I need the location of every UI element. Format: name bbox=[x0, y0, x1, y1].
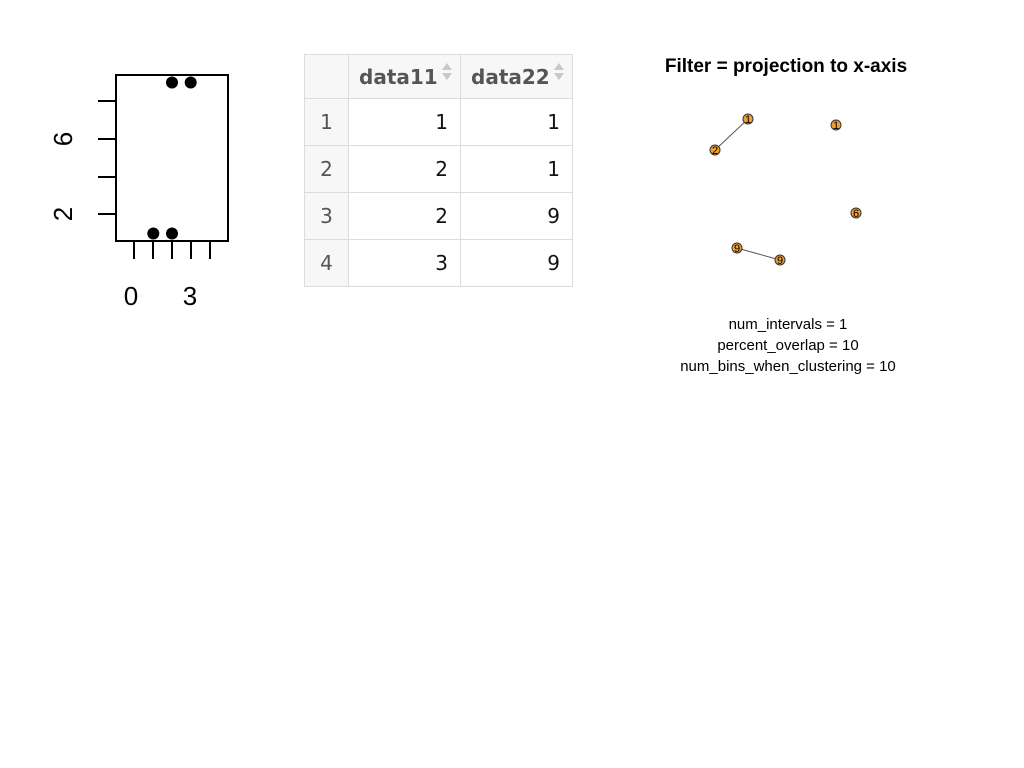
scatter-points bbox=[147, 76, 197, 240]
table-row: 1 1 1 bbox=[304, 98, 573, 146]
table-row: 2 2 1 bbox=[304, 145, 573, 193]
sort-arrows-icon[interactable] bbox=[554, 63, 564, 85]
param-percent-overlap: percent_overlap = 10 bbox=[717, 337, 859, 354]
cell-data22: 9 bbox=[460, 192, 573, 240]
row-index: 4 bbox=[304, 239, 349, 287]
graph-node-marker bbox=[830, 119, 842, 131]
graph-node-marker bbox=[709, 144, 721, 156]
y-tick-label: 2 bbox=[48, 207, 78, 221]
graph-node: 9 bbox=[731, 242, 743, 255]
mapper-graph: 1 2 1 6 9 9 Filter = projection to x-axis num… bbox=[640, 50, 940, 390]
graph-node: 1 bbox=[742, 113, 754, 126]
cell-data11: 2 bbox=[348, 192, 461, 240]
table-header-row: data11 data22 bbox=[304, 54, 573, 99]
graph-node-label: 1 bbox=[745, 114, 751, 126]
index-header bbox=[304, 54, 349, 99]
y-tick-label: 6 bbox=[48, 132, 78, 146]
graph-node-label: 2 bbox=[712, 145, 718, 157]
graph-edge bbox=[714, 118, 749, 151]
column-header-data11[interactable]: data11 bbox=[348, 54, 461, 99]
graph-node-marker bbox=[774, 254, 786, 266]
y-axis bbox=[98, 100, 116, 215]
param-num-intervals: num_intervals = 1 bbox=[728, 316, 848, 333]
scatter-point bbox=[166, 76, 178, 89]
sort-arrows-icon[interactable] bbox=[442, 63, 452, 85]
graph-node: 9 bbox=[774, 254, 786, 267]
graph-node-label: 9 bbox=[734, 243, 740, 255]
x-tick-label: 3 bbox=[183, 281, 197, 311]
mapper-graph-canvas: 1 2 1 6 9 9 bbox=[709, 113, 862, 267]
graph-node-marker bbox=[742, 113, 754, 125]
graph-node: 6 bbox=[850, 207, 862, 220]
table-row: 4 3 9 bbox=[304, 239, 573, 287]
cell-data11: 2 bbox=[348, 145, 461, 193]
row-index: 3 bbox=[304, 192, 349, 240]
graph-nodes: 1 2 1 6 9 9 bbox=[709, 113, 862, 267]
scatter-point bbox=[166, 227, 178, 240]
column-header-data22[interactable]: data22 bbox=[460, 54, 573, 99]
cell-data22: 9 bbox=[460, 239, 573, 287]
scatter-point bbox=[147, 227, 160, 240]
row-index: 1 bbox=[304, 98, 349, 146]
data-table: data11 data22 1 1 1 2 2 1 3 bbox=[304, 54, 573, 287]
graph-node-marker bbox=[731, 242, 743, 254]
column-header-label: data22 bbox=[471, 64, 550, 89]
graph-node-label: 9 bbox=[777, 255, 783, 267]
cell-data11: 1 bbox=[348, 98, 461, 146]
table-row: 3 2 9 bbox=[304, 192, 573, 240]
graph-node-label: 1 bbox=[833, 120, 839, 132]
row-index: 2 bbox=[304, 145, 349, 193]
graph-edge bbox=[736, 247, 781, 261]
x-tick-label: 0 bbox=[124, 281, 138, 311]
graph-parameters: num_intervals = 1 percent_overlap = 10 n… bbox=[640, 314, 936, 377]
graph-title: Filter = projection to x-axis bbox=[664, 56, 908, 77]
scatter-point bbox=[184, 76, 197, 89]
graph-node-label: 6 bbox=[853, 208, 859, 220]
cell-data22: 1 bbox=[460, 98, 573, 146]
graph-node: 1 bbox=[830, 119, 842, 132]
scatter-plot-canvas: 6 2 0 3 bbox=[48, 74, 229, 311]
x-axis bbox=[133, 241, 211, 259]
cell-data11: 3 bbox=[348, 239, 461, 287]
column-header-label: data11 bbox=[359, 64, 438, 89]
plot-box bbox=[115, 74, 229, 242]
cell-data22: 1 bbox=[460, 145, 573, 193]
graph-node-marker bbox=[850, 207, 862, 219]
param-num-bins: num_bins_when_clustering = 10 bbox=[680, 358, 896, 375]
graph-node: 2 bbox=[709, 144, 721, 157]
scatter-plot: 6 2 0 3 bbox=[40, 55, 250, 325]
